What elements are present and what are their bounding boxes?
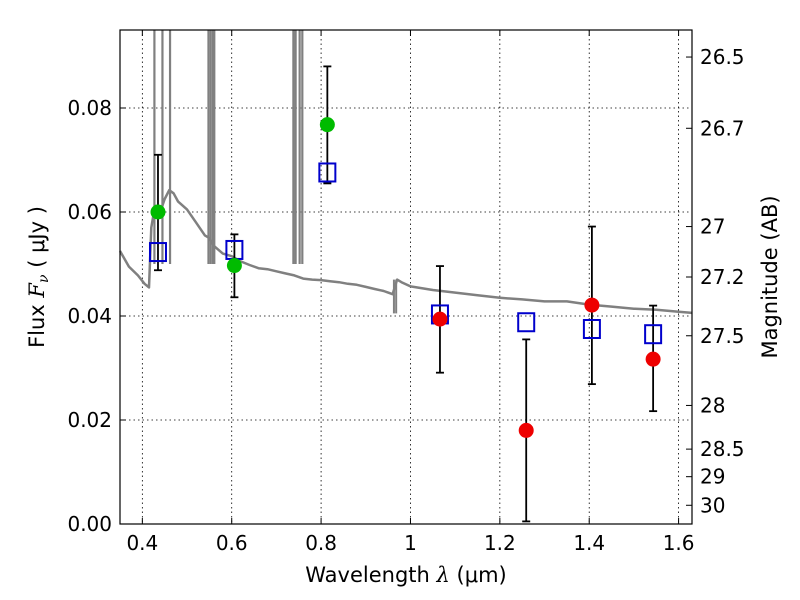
y-tick-label: 0.00 <box>67 512 112 536</box>
red-data-point <box>584 297 600 313</box>
gridlines <box>120 30 692 525</box>
model-photometry-square <box>318 162 337 183</box>
green-data-point <box>226 258 242 274</box>
red-data-point <box>645 351 661 367</box>
x-axis-label: Wavelength λ (μm) <box>305 563 506 587</box>
x-tick-label: 1.4 <box>573 531 605 555</box>
right-tick-label: 28 <box>700 393 725 417</box>
green-data-point <box>319 117 335 133</box>
x-tick-label: 1 <box>404 531 417 555</box>
right-axis-label: Magnitude (AB) <box>758 195 782 358</box>
model-spectrum-line <box>118 188 693 315</box>
photometry-points-layer <box>148 65 663 523</box>
green-data-point <box>150 204 166 220</box>
model-spectrum-layer <box>118 30 693 315</box>
right-tick-label: 27 <box>700 215 725 239</box>
model-photometry-square <box>644 324 663 345</box>
model-photometry-square <box>517 312 536 333</box>
right-tick-label: 30 <box>700 493 725 517</box>
right-tick-label: 27.2 <box>700 265 745 289</box>
axis-ticks: 0.4 0.6 0.8 1 1.2 1.4 1.6 0.00 0.02 0.04 0.06 0.08 2… <box>67 30 745 555</box>
y-axis-label: Flux Fν ( μJy ) <box>25 206 53 348</box>
red-data-point <box>432 311 448 327</box>
model-photometry-square <box>582 319 601 339</box>
x-tick-label: 1.6 <box>663 531 695 555</box>
y-tick-label: 0.02 <box>67 408 112 432</box>
y-tick-label: 0.06 <box>67 200 112 224</box>
x-tick-label: 0.4 <box>126 531 158 555</box>
right-tick-label: 26.5 <box>700 45 745 69</box>
right-tick-label: 26.7 <box>700 116 745 140</box>
model-photometry-square <box>148 242 167 263</box>
right-tick-label: 27.5 <box>700 324 745 348</box>
x-tick-label: 0.8 <box>305 531 337 555</box>
plot-frame <box>119 29 693 525</box>
y-tick-label: 0.04 <box>67 304 112 328</box>
red-data-point <box>518 422 534 438</box>
x-tick-label: 0.6 <box>216 531 248 555</box>
right-tick-label: 29 <box>700 465 725 489</box>
y-tick-label: 0.08 <box>67 96 112 120</box>
right-tick-label: 28.5 <box>700 437 745 461</box>
x-tick-label: 1.2 <box>484 531 516 555</box>
